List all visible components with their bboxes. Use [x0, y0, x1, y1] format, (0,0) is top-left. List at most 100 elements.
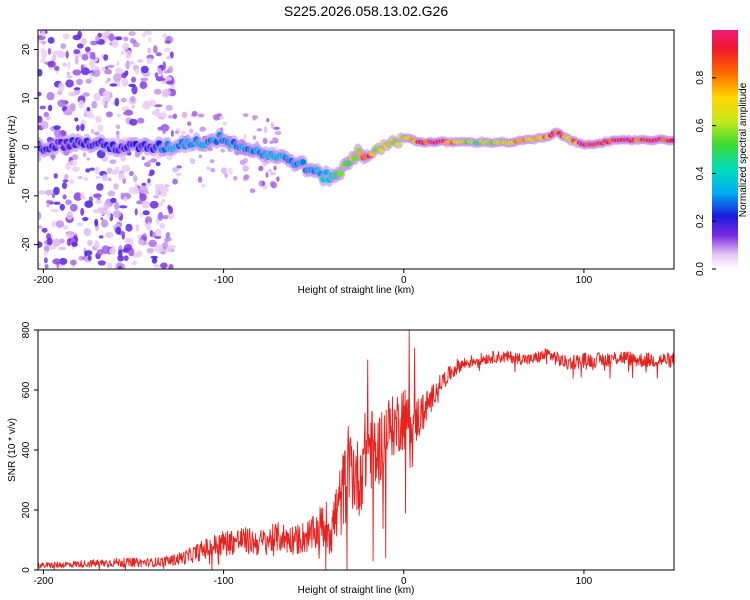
- spectrogram-noise-blob: [57, 90, 63, 96]
- colorbar-label: Normalized spectral amplitude: [738, 82, 749, 217]
- spectrogram-noise-blob: [95, 175, 101, 180]
- spectrogram-noise-blob: [148, 36, 152, 43]
- spectrogram-noise-blob: [65, 199, 72, 205]
- spectrogram-noise-blob: [187, 121, 192, 126]
- spectrogram-x-tick-label: 0: [401, 275, 407, 286]
- spectrogram-noise-blob: [154, 244, 164, 254]
- spectrogram-noise-blob: [65, 79, 74, 88]
- spectrogram-frame: [37, 29, 675, 270]
- spectrogram-noise-blob: [162, 88, 172, 96]
- spectrogram-noise-blob: [125, 49, 132, 59]
- spectrogram-noise-blob: [133, 175, 138, 183]
- spectrogram-noise-blob: [38, 68, 43, 77]
- spectrogram-noise-blob: [104, 68, 112, 75]
- snr-y-tick-label: 200: [21, 501, 32, 518]
- spectrogram-noise-blob: [57, 99, 66, 108]
- spectrogram-noise-blob: [82, 216, 89, 222]
- spectrogram-noise-blob: [98, 235, 104, 239]
- spectrogram-noise-blob: [274, 130, 282, 136]
- spectrogram-noise-blob: [108, 33, 115, 42]
- spectrogram-noise-blob: [140, 65, 149, 74]
- spectrogram-noise-blob: [271, 137, 278, 143]
- spectrogram-noise-blob: [72, 69, 82, 76]
- snr-x-tick-label: 0: [401, 576, 407, 587]
- snr-axes: -200 -100 0 100 0 200 400 600 800: [21, 321, 593, 587]
- spectrogram-noise-blob: [163, 249, 168, 253]
- spectrogram-noise-blob: [167, 244, 174, 253]
- spectrogram-noise-blob: [112, 210, 122, 219]
- spectrogram-noise-blob: [154, 104, 163, 108]
- spectrogram-noise-blob: [222, 121, 228, 126]
- spectrogram-noise-blob: [139, 81, 148, 89]
- snr-y-tick-label: 600: [21, 381, 32, 398]
- spectrogram-noise-blob: [115, 124, 121, 129]
- spectrogram-noise-blob: [131, 76, 136, 83]
- spectrogram-noise-blob: [153, 264, 161, 268]
- spectrogram-noise-blob: [107, 210, 111, 219]
- spectrogram-noise-blob: [139, 185, 148, 193]
- spectrogram-noise-blob: [48, 104, 53, 112]
- spectrogram-noise-blob: [114, 166, 120, 173]
- spectrogram-noise-blob: [65, 50, 69, 59]
- spectrogram-noise-blob: [267, 168, 273, 173]
- spectrogram-noise-blob: [38, 262, 41, 268]
- spectrogram-noise-blob: [94, 199, 103, 204]
- spectrogram-noise-blob: [118, 249, 123, 257]
- spectrogram-noise-blob: [109, 159, 117, 165]
- spectrogram-noise-blob: [265, 172, 269, 178]
- spectrogram-noise-blob: [41, 30, 46, 37]
- spectrogram-noise-blob: [94, 131, 100, 136]
- spectrogram-noise-blob: [60, 43, 66, 50]
- spectrogram-noise-blob: [175, 128, 181, 132]
- spectrogram-noise-blob: [120, 97, 128, 103]
- spectrogram-noise-blob: [213, 114, 220, 121]
- spectrogram-noise-blob: [58, 246, 66, 251]
- spectrogram-noise-blob: [44, 264, 49, 269]
- spectrogram-noise-blob: [218, 116, 225, 120]
- spectrogram-noise-blob: [40, 48, 45, 52]
- spectrogram-noise-blob: [224, 172, 228, 179]
- spectrogram-noise-blob: [152, 232, 156, 238]
- spectrogram-noise-blob: [135, 67, 139, 76]
- spectrogram-noise-blob: [105, 200, 111, 204]
- spectrogram-noise-blob: [70, 259, 77, 266]
- spectrogram-noise-blob: [131, 260, 138, 266]
- spectrogram-noise-blob: [43, 176, 50, 181]
- spectrogram-noise-blob: [137, 117, 145, 124]
- spectrogram-noise-blob: [87, 255, 92, 261]
- spectrogram-noise-blob: [164, 40, 171, 44]
- spectrogram-noise-blob: [80, 207, 85, 216]
- spectrogram-noise-blob: [131, 85, 138, 95]
- spectrogram-noise-blob: [47, 47, 52, 55]
- spectrogram-noise-blob: [91, 68, 101, 77]
- spectrogram-noise-blob: [141, 33, 147, 38]
- spectrogram-noise-blob: [206, 166, 211, 171]
- spectrogram-noise-blob: [256, 128, 263, 132]
- spectrogram-noise-blob: [81, 54, 89, 61]
- spectrogram-noise-blob: [159, 223, 166, 229]
- spectrogram-noise-blob: [167, 114, 174, 119]
- spectrogram-noise-blob: [44, 189, 54, 196]
- spectrogram-noise-blob: [163, 47, 171, 52]
- spectrogram-noise-blob: [123, 255, 129, 261]
- spectrogram-noise-blob: [154, 228, 162, 237]
- spectrogram-noise-blob: [82, 92, 90, 97]
- colorbar: 0.0 0.2 0.4 0.6 0.8 Normalized spectral ampl…: [695, 30, 749, 276]
- spectrogram-noise-blob: [62, 224, 69, 230]
- spectrogram-noise-blob: [167, 204, 171, 211]
- colorbar-tick-label: 0.8: [695, 70, 706, 84]
- spectrogram-noise-blob: [233, 175, 238, 181]
- spectrogram-noise-blob: [89, 72, 93, 80]
- spectrogram-noise-blob: [123, 244, 133, 251]
- spectrogram-noise-blob: [242, 113, 249, 117]
- spectrogram-noise-blob: [58, 82, 65, 91]
- spectrogram-noise-blob: [109, 83, 118, 87]
- spectrogram-noise-blob: [141, 156, 145, 161]
- spectrogram-noise-blob: [137, 59, 144, 63]
- spectrogram-image: [38, 30, 674, 269]
- spectrogram-noise-blob: [150, 158, 158, 163]
- spectrogram-noise-blob: [101, 219, 109, 228]
- spectrogram-noise-blob: [168, 65, 174, 74]
- spectrogram-noise-blob: [38, 190, 46, 195]
